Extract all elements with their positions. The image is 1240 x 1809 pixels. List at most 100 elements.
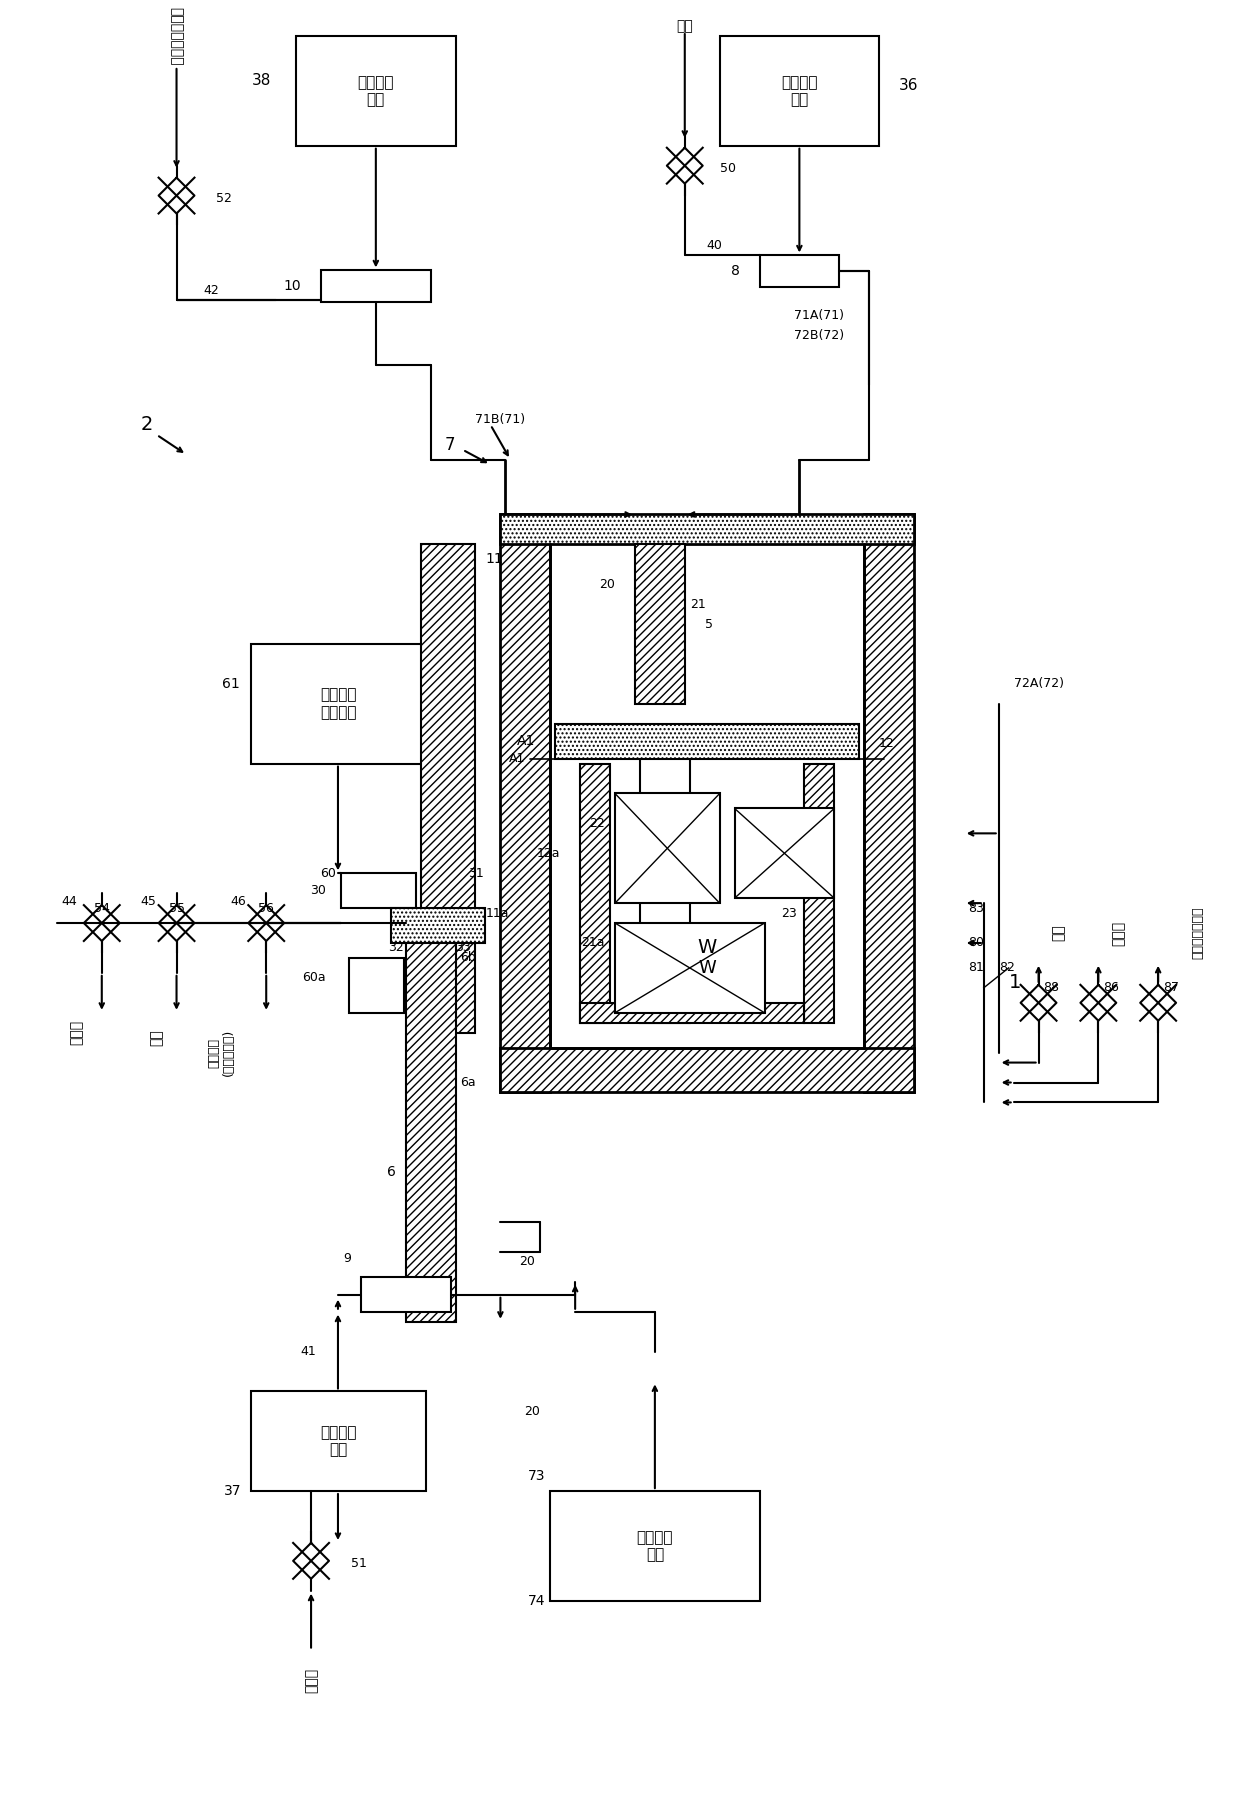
Text: 7: 7 xyxy=(445,436,455,454)
Text: 74: 74 xyxy=(528,1594,546,1608)
Bar xyxy=(361,1277,450,1312)
Bar xyxy=(615,923,765,1013)
Text: 8: 8 xyxy=(730,264,739,279)
Bar xyxy=(341,874,415,908)
Text: 6a: 6a xyxy=(460,1076,476,1089)
Text: 46: 46 xyxy=(231,895,247,908)
Text: 20: 20 xyxy=(525,1406,541,1418)
Text: 71A(71): 71A(71) xyxy=(795,309,844,322)
Text: 55: 55 xyxy=(169,901,185,915)
Bar xyxy=(321,270,430,302)
Text: 剥离液液形成液: 剥离液液形成液 xyxy=(170,7,184,65)
Bar xyxy=(501,1047,914,1093)
Bar xyxy=(405,942,455,1322)
Text: 71B(71): 71B(71) xyxy=(475,412,526,427)
Text: 42: 42 xyxy=(203,284,219,297)
Text: 喷嘴移动
单元: 喷嘴移动 单元 xyxy=(781,74,817,107)
Text: 83: 83 xyxy=(968,901,983,915)
Text: 喷嘴移动
单元: 喷嘴移动 单元 xyxy=(320,1425,357,1458)
Text: 有机溶剂
(残留去除液): 有机溶剂 (残留去除液) xyxy=(207,1029,236,1076)
Bar xyxy=(420,545,475,1033)
Text: 86: 86 xyxy=(1104,980,1120,995)
Bar xyxy=(551,1491,760,1601)
Text: 60a: 60a xyxy=(303,971,326,984)
Text: 30: 30 xyxy=(310,883,326,897)
Text: 1: 1 xyxy=(1008,973,1021,993)
Text: 10: 10 xyxy=(284,279,301,293)
Bar xyxy=(501,514,914,545)
Text: 23: 23 xyxy=(781,906,797,919)
Bar xyxy=(760,255,839,288)
Text: 22: 22 xyxy=(589,818,605,830)
Text: 87: 87 xyxy=(1163,980,1179,995)
Text: 60: 60 xyxy=(320,867,336,879)
Text: 喷嘴移动
单元: 喷嘴移动 单元 xyxy=(357,74,394,107)
Text: 气体: 气体 xyxy=(150,1029,164,1046)
Text: 12a: 12a xyxy=(537,847,560,859)
Text: 52: 52 xyxy=(217,192,232,204)
Text: 11: 11 xyxy=(486,552,503,566)
Text: 40: 40 xyxy=(707,239,723,251)
Bar xyxy=(864,514,914,1093)
Text: 73: 73 xyxy=(528,1469,546,1483)
Text: 44: 44 xyxy=(61,895,77,908)
Bar xyxy=(580,1002,805,1022)
Bar xyxy=(615,794,719,903)
Bar xyxy=(296,36,455,147)
Text: A1: A1 xyxy=(517,734,536,747)
Text: 20: 20 xyxy=(599,577,615,592)
Bar xyxy=(501,514,551,1093)
Text: 药液: 药液 xyxy=(676,20,693,33)
Text: 36: 36 xyxy=(899,78,919,94)
Text: 冲洗液: 冲洗液 xyxy=(69,1020,84,1046)
Text: 31: 31 xyxy=(469,867,485,879)
Bar xyxy=(635,545,684,704)
Text: 45: 45 xyxy=(140,895,156,908)
Text: 冲洗液: 冲洗液 xyxy=(1111,921,1125,946)
Text: 41: 41 xyxy=(300,1346,316,1359)
Text: 50: 50 xyxy=(719,163,735,175)
Bar xyxy=(252,1391,425,1491)
Text: 81: 81 xyxy=(968,961,983,975)
Text: 挡板升降
单元: 挡板升降 单元 xyxy=(636,1530,673,1563)
Text: 12: 12 xyxy=(879,738,895,751)
Text: 32: 32 xyxy=(388,941,404,955)
Bar xyxy=(391,908,486,942)
Text: W: W xyxy=(698,939,717,957)
Text: 5: 5 xyxy=(704,617,713,631)
Bar xyxy=(719,36,879,147)
Text: 38: 38 xyxy=(252,74,272,89)
Bar xyxy=(252,644,425,763)
Text: 6b: 6b xyxy=(460,952,476,964)
Text: 处理液: 处理液 xyxy=(304,1668,319,1693)
Text: 37: 37 xyxy=(223,1483,242,1498)
Text: 82: 82 xyxy=(998,961,1014,975)
Text: 61: 61 xyxy=(222,677,239,691)
Text: 56: 56 xyxy=(258,901,274,915)
Text: 72A(72): 72A(72) xyxy=(1013,677,1064,691)
Text: 21a: 21a xyxy=(582,937,605,950)
Text: 51: 51 xyxy=(351,1558,367,1570)
Text: 剥离液液形成液: 剥离液液形成液 xyxy=(1192,906,1204,959)
Bar xyxy=(580,763,610,1022)
Text: 21: 21 xyxy=(689,597,706,611)
Text: A1: A1 xyxy=(508,753,526,765)
Text: 72B(72): 72B(72) xyxy=(795,329,844,342)
Bar xyxy=(640,743,689,1022)
Text: 20: 20 xyxy=(520,1255,536,1268)
Text: W: W xyxy=(698,959,715,977)
Text: 相对构件
升降单元: 相对构件 升降单元 xyxy=(320,687,357,720)
Text: 33: 33 xyxy=(455,941,471,955)
Bar xyxy=(348,959,404,1013)
Text: 88: 88 xyxy=(1044,980,1059,995)
Text: 11a: 11a xyxy=(486,906,508,919)
Bar xyxy=(805,763,835,1022)
Text: 6: 6 xyxy=(387,1165,396,1179)
Text: 9: 9 xyxy=(343,1252,351,1266)
Text: 80: 80 xyxy=(967,937,983,950)
Text: 54: 54 xyxy=(94,901,109,915)
Text: 热媒: 热媒 xyxy=(1052,924,1065,941)
Bar xyxy=(734,809,835,897)
Text: 2: 2 xyxy=(140,416,153,434)
Bar xyxy=(556,724,859,758)
